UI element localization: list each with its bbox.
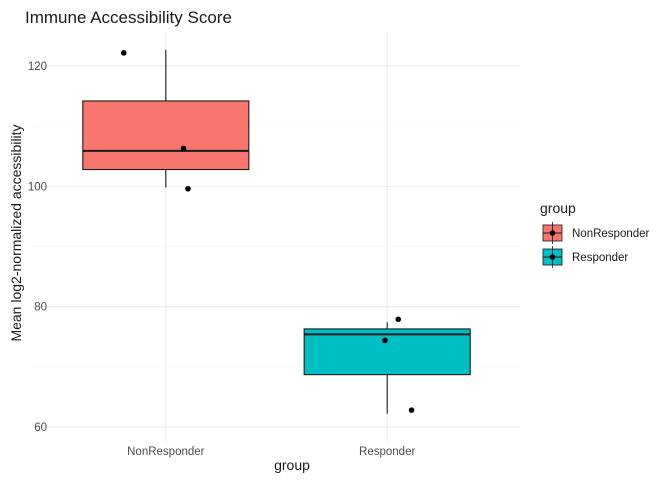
chart-title: Immune Accessibility Score — [25, 8, 232, 27]
data-point — [382, 337, 388, 344]
y-tick-label: 80 — [34, 302, 47, 314]
data-point — [180, 145, 187, 152]
y-tick-label: 100 — [28, 181, 47, 193]
data-point — [408, 407, 415, 413]
box-iqr — [303, 328, 471, 376]
y-tick-label: 60 — [34, 422, 47, 434]
data-point — [120, 50, 127, 56]
legend: group NonResponder Responder — [540, 200, 650, 268]
grid-lines — [33, 33, 520, 442]
legend-title: group — [540, 200, 576, 216]
points-layer — [120, 50, 415, 413]
y-tick-label: 120 — [28, 61, 47, 73]
axes-layer: 60 80 100 120 NonResponder Responder — [28, 61, 416, 458]
legend-label: Responder — [572, 252, 628, 264]
y-axis-title: Mean log2-normalized accessibility — [8, 124, 24, 341]
data-point — [185, 185, 191, 192]
legend-item-responder: Responder — [542, 246, 628, 268]
box-iqr — [82, 100, 250, 171]
boxes-layer — [82, 49, 471, 414]
box-responder — [303, 322, 471, 414]
legend-key-point — [549, 230, 556, 236]
legend-key-point — [549, 254, 556, 260]
data-point — [395, 316, 402, 323]
box-nonresponder — [82, 49, 250, 188]
x-tick-label: NonResponder — [127, 446, 205, 458]
x-axis-title: group — [274, 457, 310, 473]
x-tick-label: Responder — [359, 446, 415, 458]
legend-label: NonResponder — [572, 228, 650, 240]
legend-item-nonresponder: NonResponder — [542, 222, 650, 244]
